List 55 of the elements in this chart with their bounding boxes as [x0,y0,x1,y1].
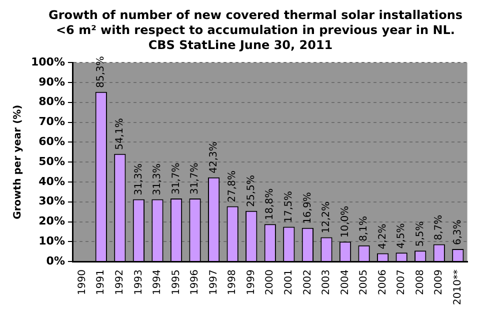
data-label: 31,3% [152,164,164,196]
data-label: 4,2% [377,224,388,250]
x-tick-label: 2000 [264,270,276,296]
data-label: 42,3% [208,142,220,174]
data-label: 8,7% [434,214,445,240]
y-tick-label: 30% [38,194,65,208]
x-tick-label: 2003 [321,270,332,296]
x-tick-label: 1995 [170,270,182,296]
y-tick-label: 50% [38,154,65,168]
x-tick-label: 2008 [414,270,426,296]
data-label: 27,8% [227,170,238,202]
y-tick-label: 70% [38,115,65,128]
data-label: 4,5% [396,223,408,249]
x-tick-label: 1994 [152,270,164,296]
chart-subtitle: CBS StatLine June 30, 2011 [147,38,334,53]
x-tick-label: 1990 [76,270,88,296]
data-label: 85,3% [96,56,107,88]
data-label: 31,7% [170,162,182,194]
x-tick-label: 1991 [96,270,107,296]
x-tick-label: 1997 [208,270,220,296]
y-tick-label: 60% [38,135,65,148]
chart-title: Growth of number of new covered thermal solar installations <6 m² with respect to accumulation in previous year in NL. [48,8,464,38]
x-tick-label: 2007 [396,270,408,296]
y-tick-label: 20% [38,214,65,228]
x-tick-label: 1999 [246,270,257,296]
data-label: 54,1% [114,118,126,150]
x-tick-label: 1992 [114,270,126,296]
x-tick-label: 2009 [434,270,445,296]
x-tick-label: 2006 [377,270,388,296]
x-tick-label: 1998 [227,270,238,296]
x-tick-label: 1993 [133,270,144,296]
x-tick-label: 2002 [302,270,314,296]
data-label: 31,3% [133,164,144,196]
x-tick-label: 2001 [284,270,295,296]
x-tick-label: 2005 [358,270,370,296]
y-tick-label: 40% [38,174,65,188]
y-tick-label: 100% [31,55,65,68]
y-tick-label: 0% [46,254,65,268]
data-label: 10,0% [340,206,351,238]
y-tick-label: 80% [38,95,65,108]
data-label: 18,8% [264,188,276,220]
data-label: 8,1% [358,216,370,242]
x-tick-label: 1996 [190,270,201,296]
data-label: 31,7% [190,162,201,194]
x-tick-label: 2010** [452,270,464,306]
data-label: 16,9% [302,192,314,224]
x-tick-label: 2004 [340,270,351,296]
data-label: 17,5% [284,190,295,223]
data-label: 5,5% [414,221,426,247]
y-tick-label: 90% [38,75,65,88]
data-label: 6,3% [452,220,464,246]
data-label: 12,2% [321,202,332,234]
y-tick-label: 10% [38,234,65,248]
y-axis-title: Growth per year (%) [12,104,24,220]
data-label: 25,5% [246,175,257,207]
